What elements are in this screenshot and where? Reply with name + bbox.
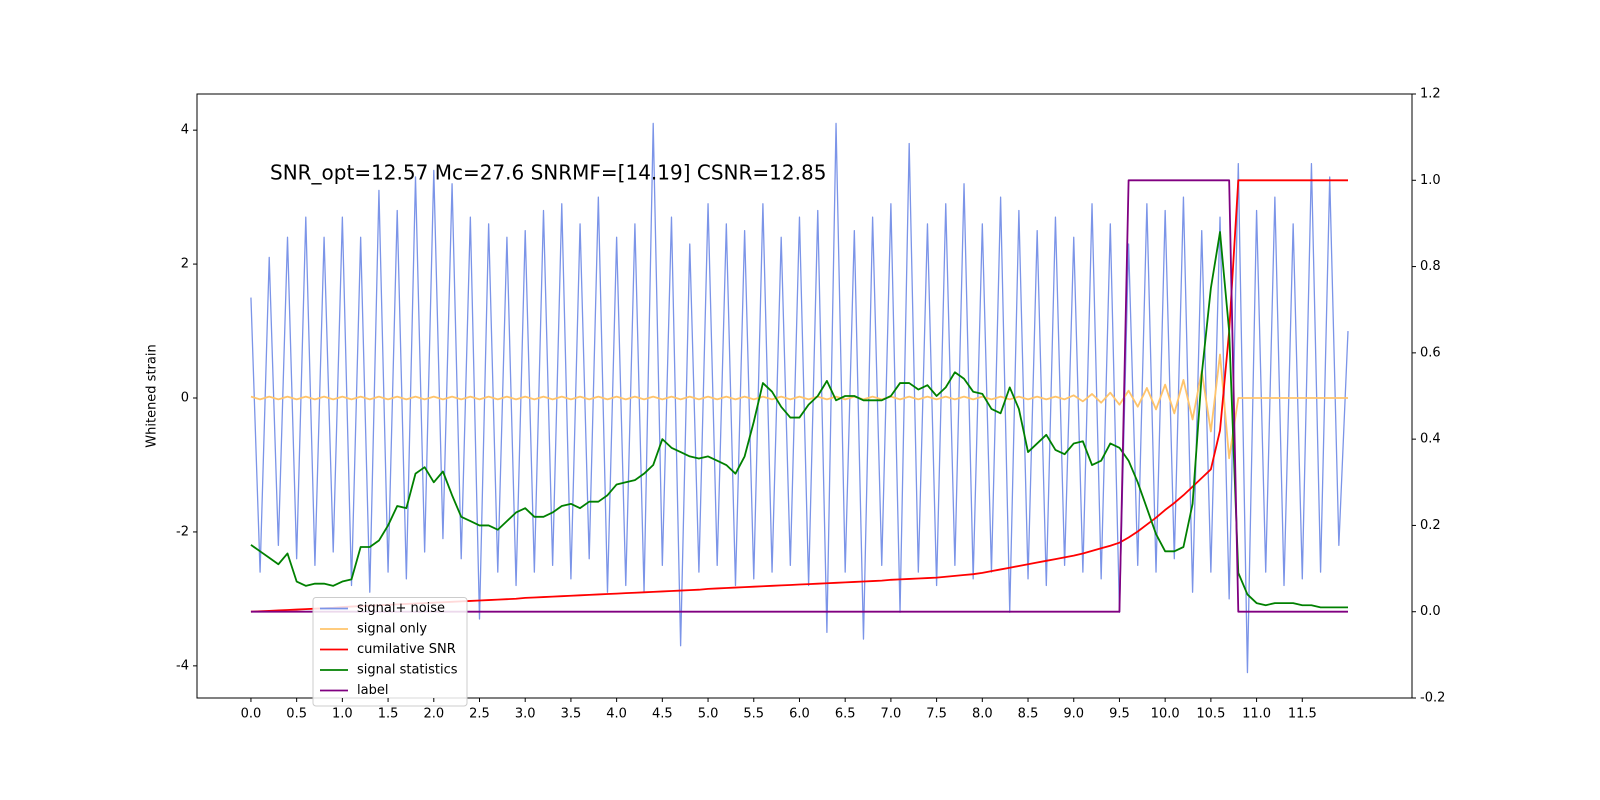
x-tick-label: 4.5: [652, 707, 673, 722]
legend-label: signal only: [357, 622, 427, 637]
y-tick-label: 2: [181, 257, 189, 272]
x-tick-label: 11.5: [1288, 707, 1317, 722]
y-tick-label: -2: [176, 524, 189, 539]
x-tick-label: 6.5: [835, 707, 856, 722]
x-tick-label: 10.5: [1196, 707, 1225, 722]
y-tick-label: 0: [181, 391, 189, 406]
y-axis-label: Whitened strain: [145, 344, 160, 447]
x-tick-label: 2.0: [423, 707, 444, 722]
y2-tick-label: 1.2: [1420, 87, 1441, 102]
x-tick-label: 8.0: [972, 707, 993, 722]
x-tick-label: 10.0: [1151, 707, 1180, 722]
legend-box: [312, 597, 468, 707]
y-tick-label: 4: [181, 123, 189, 138]
legend-label: cumilative SNR: [357, 642, 456, 657]
x-tick-label: 4.0: [606, 707, 627, 722]
x-tick-label: 6.0: [789, 707, 810, 722]
x-tick-label: 5.0: [698, 707, 719, 722]
x-tick-label: 3.0: [515, 707, 536, 722]
x-tick-label: 11.0: [1242, 707, 1271, 722]
y2-tick-label: -0.2: [1420, 691, 1445, 706]
x-tick-label: 2.5: [469, 707, 490, 722]
x-tick-label: 3.5: [561, 707, 582, 722]
y-tick-label: -4: [176, 658, 189, 673]
x-tick-label: 9.5: [1109, 707, 1130, 722]
series-line: [250, 353, 1348, 460]
plot-frame: [196, 93, 1413, 699]
legend: signal+ noise signal only cumilative SNR si…: [312, 597, 468, 707]
y2-tick-label: 1.0: [1420, 173, 1441, 188]
x-tick-label: 7.5: [926, 707, 947, 722]
x-tick-label: 1.5: [378, 707, 399, 722]
x-tick-label: 5.5: [743, 707, 764, 722]
y2-tick-label: 0.6: [1420, 345, 1441, 360]
x-tick-label: 7.0: [881, 707, 902, 722]
x-tick-label: 1.0: [332, 707, 353, 722]
legend-label: signal statistics: [357, 663, 458, 678]
x-tick-label: 9.0: [1063, 707, 1084, 722]
annotation: SNR_opt=12.57 Mc=27.6 SNRMF=[14.19] CSNR…: [270, 161, 826, 185]
x-tick-label: 8.5: [1018, 707, 1039, 722]
y2-tick-label: 0.8: [1420, 259, 1441, 274]
series-line: [250, 122, 1349, 674]
x-tick-label: 0.5: [286, 707, 307, 722]
y2-tick-label: 0.0: [1420, 604, 1441, 619]
legend-label: label: [357, 683, 388, 698]
series-line: [250, 231, 1348, 609]
x-tick-label: 0.0: [241, 707, 262, 722]
y2-tick-label: 0.2: [1420, 518, 1441, 533]
y2-tick-label: 0.4: [1420, 432, 1441, 447]
legend-label: signal+ noise: [357, 601, 445, 616]
